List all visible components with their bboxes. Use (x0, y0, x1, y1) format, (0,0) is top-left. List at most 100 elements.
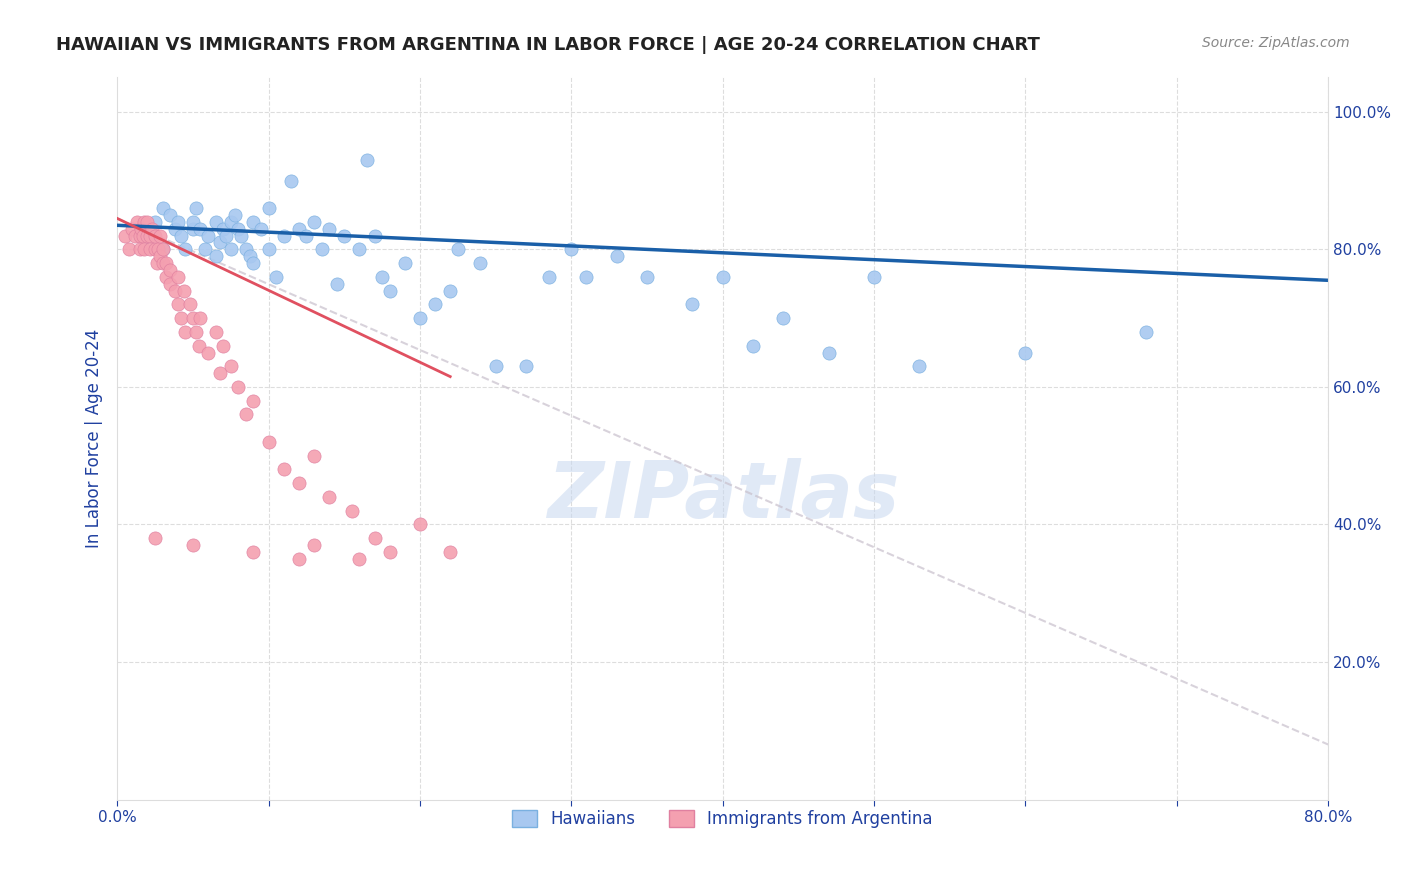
Point (242, 256, 264, 270)
Point (194, 243, 217, 257)
Point (146, 243, 169, 257)
Point (170, 228, 193, 243)
Point (131, 221, 153, 235)
Point (197, 228, 219, 243)
Point (257, 434, 280, 449)
Point (1135, 325, 1157, 339)
Point (219, 359, 242, 374)
Point (242, 215, 264, 229)
Point (409, 517, 432, 532)
Point (575, 269, 598, 284)
Point (155, 269, 177, 284)
Point (239, 249, 262, 263)
Point (470, 256, 492, 270)
Point (636, 269, 658, 284)
Point (184, 201, 207, 215)
Point (349, 243, 371, 257)
Point (143, 531, 166, 545)
Point (325, 277, 347, 291)
Point (378, 545, 401, 559)
Point (273, 462, 295, 476)
Legend: Hawaiians, Immigrants from Argentina: Hawaiians, Immigrants from Argentina (506, 803, 939, 835)
Point (311, 243, 333, 257)
Point (184, 325, 207, 339)
Point (363, 228, 385, 243)
Point (1014, 345, 1036, 359)
Point (242, 393, 264, 408)
Point (537, 269, 560, 284)
Point (439, 284, 461, 298)
Point (136, 228, 159, 243)
Point (209, 235, 232, 250)
Point (163, 284, 186, 298)
Point (143, 215, 166, 229)
Point (136, 215, 159, 229)
Point (114, 228, 136, 243)
Point (181, 538, 204, 552)
Point (121, 221, 143, 235)
Point (288, 551, 311, 566)
Point (340, 504, 363, 518)
Point (159, 263, 181, 277)
Point (204, 325, 226, 339)
Point (231, 228, 253, 243)
Point (817, 345, 839, 359)
Point (174, 325, 197, 339)
Point (148, 249, 170, 263)
Point (606, 249, 628, 263)
Point (139, 228, 162, 243)
Point (447, 243, 470, 257)
Text: ZIPatlas: ZIPatlas (547, 458, 898, 534)
Point (204, 215, 226, 229)
Point (118, 243, 141, 257)
Point (163, 221, 186, 235)
Point (863, 269, 886, 284)
Point (219, 215, 242, 229)
Point (136, 228, 159, 243)
Point (139, 243, 162, 257)
Point (224, 208, 246, 222)
Point (170, 311, 193, 326)
Point (181, 311, 204, 326)
Point (235, 408, 257, 422)
Point (179, 297, 201, 311)
Point (908, 359, 931, 374)
Point (134, 243, 156, 257)
Y-axis label: In Labor Force | Age 20-24: In Labor Force | Age 20-24 (86, 329, 103, 548)
Point (257, 201, 280, 215)
Point (190, 221, 212, 235)
Point (174, 243, 197, 257)
Point (128, 243, 150, 257)
Point (166, 269, 188, 284)
Point (166, 297, 188, 311)
Point (155, 256, 177, 270)
Point (124, 228, 146, 243)
Point (128, 228, 150, 243)
Point (148, 228, 170, 243)
Point (226, 221, 249, 235)
Point (209, 366, 232, 380)
Point (273, 228, 295, 243)
Point (212, 221, 235, 235)
Point (152, 243, 174, 257)
Point (423, 297, 446, 311)
Point (711, 269, 734, 284)
Point (302, 538, 325, 552)
Text: HAWAIIAN VS IMMIGRANTS FROM ARGENTINA IN LABOR FORCE | AGE 20-24 CORRELATION CHA: HAWAIIAN VS IMMIGRANTS FROM ARGENTINA IN… (56, 36, 1040, 54)
Point (190, 311, 212, 326)
Point (264, 269, 287, 284)
Point (772, 311, 794, 326)
Point (159, 208, 181, 222)
Point (318, 221, 340, 235)
Text: Source: ZipAtlas.com: Source: ZipAtlas.com (1202, 36, 1350, 50)
Point (134, 215, 156, 229)
Point (250, 221, 273, 235)
Point (288, 221, 311, 235)
Point (187, 338, 209, 352)
Point (145, 256, 167, 270)
Point (394, 256, 416, 270)
Point (257, 243, 280, 257)
Point (125, 215, 148, 229)
Point (349, 551, 371, 566)
Point (484, 359, 506, 374)
